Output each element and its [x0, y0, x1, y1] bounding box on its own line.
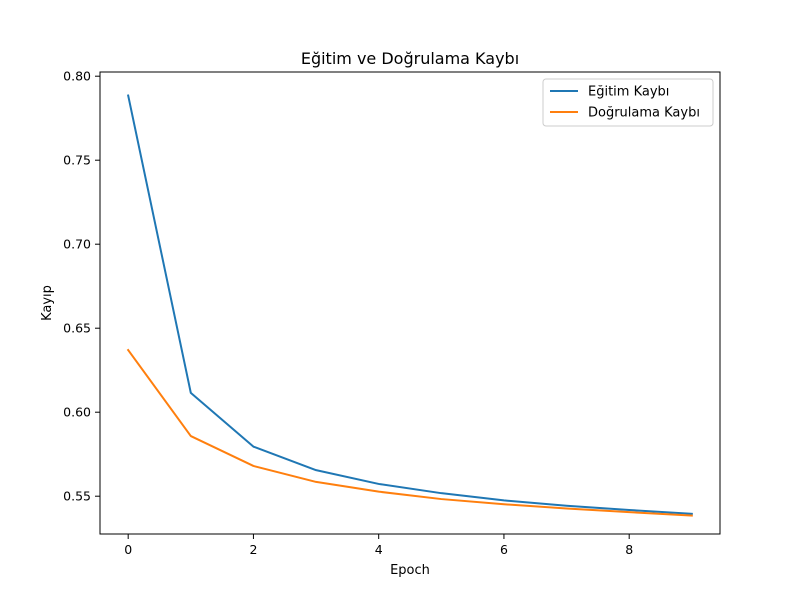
x-axis-label: Epoch — [390, 563, 430, 578]
y-tick-label: 0.80 — [63, 69, 91, 84]
y-tick-label: 0.70 — [63, 237, 91, 252]
legend-label-1: Eğitim Kaybı — [588, 85, 669, 100]
x-tick-label: 6 — [500, 542, 508, 557]
x-tick-label: 2 — [249, 542, 257, 557]
y-tick-label: 0.55 — [63, 489, 91, 504]
y-tick-label: 0.65 — [63, 321, 91, 336]
y-tick-label: 0.60 — [63, 405, 91, 420]
chart-title: Eğitim ve Doğrulama Kaybı — [301, 49, 519, 68]
x-tick-label: 4 — [375, 542, 383, 557]
x-tick-label: 8 — [625, 542, 633, 557]
axes-frame — [99, 71, 721, 535]
series-line-2 — [126, 348, 693, 517]
plot-area: 0 2 4 6 8 0.55 0.60 0.65 0.70 0.75 0.80 — [63, 69, 721, 557]
y-axis-label: Kayıp — [40, 285, 55, 321]
series-line-1 — [126, 94, 693, 515]
y-tick-label: 0.75 — [63, 153, 91, 168]
legend-box — [542, 78, 714, 127]
legend: Eğitim Kaybı Doğrulama Kaybı — [542, 78, 714, 127]
x-tick-label: 0 — [124, 542, 132, 557]
legend-label-2: Doğrulama Kaybı — [588, 106, 700, 121]
